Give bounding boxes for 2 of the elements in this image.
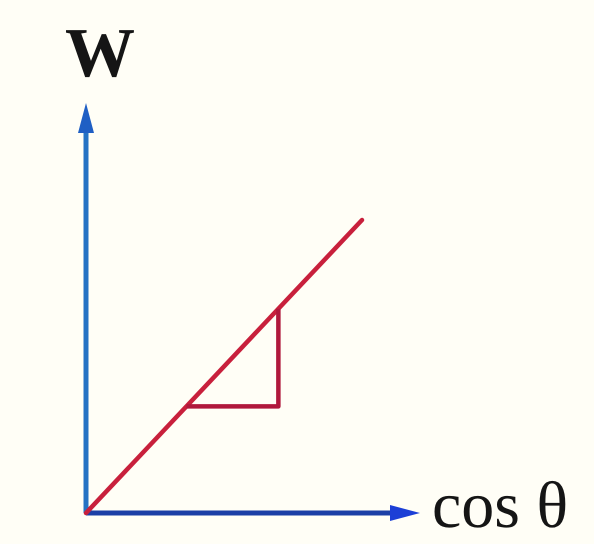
y-axis-title: W (65, 15, 135, 92)
x-axis-title: cos θ (432, 469, 568, 542)
